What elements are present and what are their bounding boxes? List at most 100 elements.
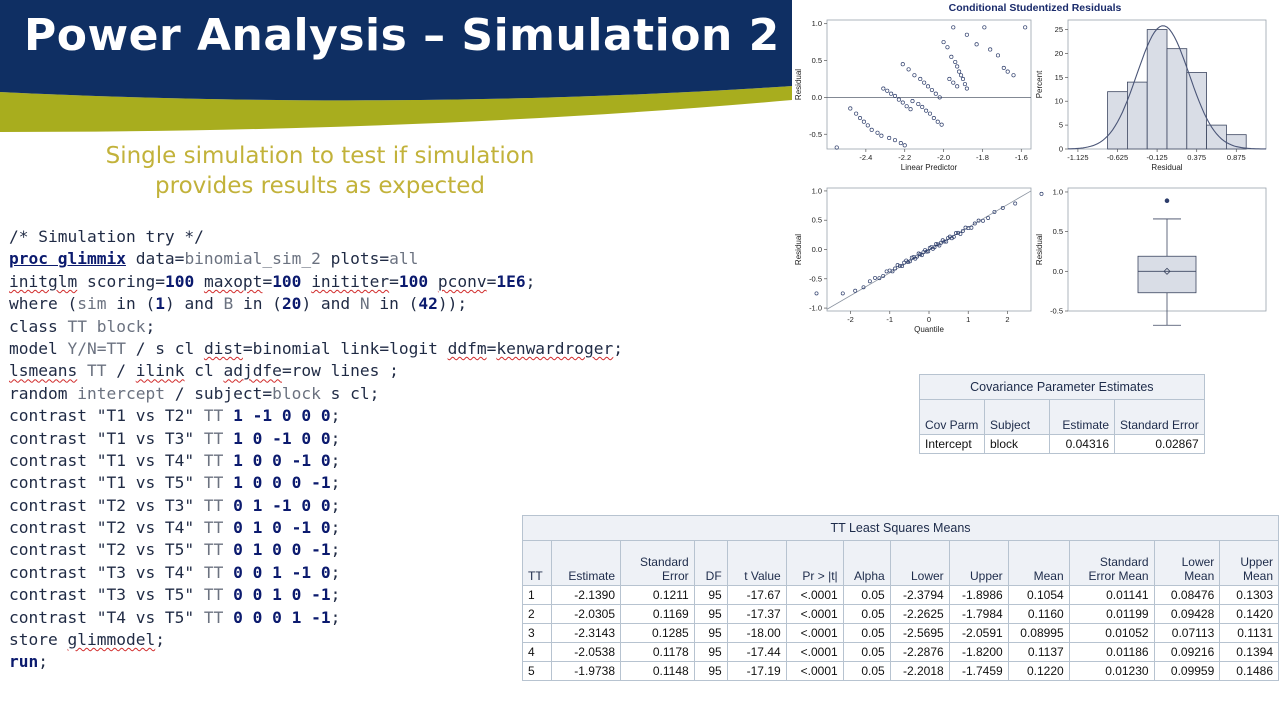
- code-token: 1E6: [496, 271, 526, 291]
- residual-point: [900, 62, 905, 67]
- code-line: class TT block;: [9, 316, 623, 338]
- residual-point: [937, 95, 942, 100]
- residual-point: [885, 88, 890, 93]
- lsm-header: Estimate: [551, 540, 621, 586]
- x-tick-label: 0: [927, 315, 931, 324]
- code-token: 0 1 -1 0 0: [233, 495, 331, 515]
- lsm-cell: 0.05: [842, 642, 891, 662]
- lsm-cell: 95: [693, 604, 728, 624]
- lsm-cell: 2: [522, 604, 552, 624]
- code-token: 42: [418, 294, 438, 314]
- code-line: contrast "T1 vs T5" TT 1 0 0 0 -1;: [9, 472, 623, 494]
- cov-cell: 0.04316: [1049, 434, 1115, 454]
- y-tick-label: 5: [1059, 121, 1063, 130]
- code-token: store: [9, 630, 68, 650]
- lsm-header: Upper: [948, 540, 1009, 586]
- lsm-cell: 0.1178: [620, 642, 695, 662]
- x-tick-label: -1.125: [1067, 153, 1088, 162]
- lsm-cell: 1: [522, 585, 552, 605]
- residual-point: [922, 80, 927, 85]
- lsm-cell: -2.0538: [551, 642, 621, 662]
- code-token: contrast "T1 vs T3": [9, 428, 204, 448]
- residual-point: [920, 104, 925, 110]
- y-tick-label: 0.5: [812, 216, 822, 225]
- lsm-cell: 95: [693, 642, 728, 662]
- qq-point: [902, 260, 907, 265]
- qq-point: [953, 231, 958, 236]
- residual-point: [896, 97, 901, 102]
- subtitle-line-2: provides results as expected: [155, 173, 485, 199]
- code-token: 0 0 1 0 -1: [233, 585, 331, 605]
- lsm-cell: -2.0305: [551, 604, 621, 624]
- code-token: ;: [330, 406, 341, 426]
- residual-point: [854, 111, 859, 116]
- lsm-cell: 0.01230: [1068, 661, 1155, 681]
- x-axis-label: Linear Predictor: [901, 163, 958, 172]
- code-token: in (: [369, 294, 419, 314]
- residual-point: [964, 32, 969, 37]
- code-token: ;: [330, 450, 341, 470]
- residual-point: [927, 111, 933, 116]
- ls-means-table: TT Least Squares Means TT Estimate Standar…: [522, 515, 1279, 681]
- code-line: where (sim in (1) and B in (20) and N in…: [9, 293, 623, 315]
- residual-point: [924, 108, 929, 113]
- code-token: =: [262, 271, 273, 291]
- code-token: contrast "T3 vs T4": [9, 562, 204, 582]
- residual-point: [931, 115, 936, 121]
- code-line: initglm scoring=100 maxopt=100 inititer=…: [9, 271, 623, 293]
- qq-point: [906, 260, 911, 265]
- residual-point: [1023, 25, 1028, 30]
- code-line: model Y/N=TT / s cl dist=binomial link=l…: [9, 338, 623, 360]
- residual-point: [988, 47, 993, 52]
- code-line: contrast "T1 vs T3" TT 1 0 -1 0 0;: [9, 428, 623, 450]
- residual-qq-plot: -1.0 -0.5 0.0 0.5 1.0 -2 -1 0 1 2 Quantile Residual: [794, 184, 1044, 338]
- mean-marker: [1163, 267, 1171, 275]
- residual-point: [929, 87, 934, 93]
- code-token: [301, 272, 311, 291]
- y-tick-label: -1.0: [809, 304, 822, 313]
- residual-point: [974, 42, 979, 47]
- qq-point: [861, 285, 866, 290]
- qq-point: [958, 231, 963, 236]
- code-token: ) and: [301, 294, 360, 314]
- residual-point: [1001, 65, 1006, 70]
- y-tick-label: 1.0: [812, 186, 822, 195]
- qq-point: [981, 218, 985, 223]
- code-line: store glimmodel;: [9, 629, 623, 651]
- lsm-cell: 0.09959: [1153, 661, 1221, 681]
- code-token: contrast "T1 vs T5": [9, 473, 204, 493]
- code-token: [223, 451, 233, 470]
- qq-point: [893, 266, 898, 271]
- residual-point: [898, 141, 903, 146]
- code-token: ;: [330, 428, 341, 448]
- x-tick-label: -2.0: [937, 153, 950, 162]
- lsm-header: Lower: [889, 540, 950, 586]
- lsm-cell: 0.1137: [1007, 642, 1070, 662]
- x-tick-label: 0.875: [1227, 153, 1246, 162]
- lsm-cell: 0.01186: [1068, 642, 1155, 662]
- x-tick-label: -1.8: [976, 153, 989, 162]
- table-row: Intercept block 0.04316 0.02867: [919, 434, 1205, 454]
- y-tick-label: 0.0: [1053, 267, 1063, 276]
- code-line: contrast "T1 vs T2" TT 1 -1 0 0 0;: [9, 405, 623, 427]
- lsm-header: t Value: [726, 540, 787, 586]
- y-tick-label: 0.5: [812, 56, 822, 65]
- residual-point: [865, 123, 870, 128]
- residual-point: [857, 115, 863, 121]
- x-tick-label: 0.375: [1187, 153, 1206, 162]
- banner-accent-swoosh: [0, 86, 792, 132]
- banner-navy-block: [0, 0, 792, 101]
- code-token: [223, 608, 233, 627]
- lsm-cell: 0.05: [842, 604, 891, 624]
- code-token: =binomial link=logit: [242, 338, 448, 358]
- qq-point: [972, 221, 977, 226]
- subtitle-line-1: Single simulation to test if simulation: [105, 143, 535, 169]
- code-token: [194, 272, 204, 291]
- code-token: ddfm: [447, 338, 487, 358]
- lsm-cell: 0.1486: [1219, 661, 1279, 681]
- residual-point: [834, 145, 839, 150]
- lsm-cell: 0.08995: [1007, 623, 1070, 643]
- table-row: 5 -1.9738 0.1148 95 -17.19 <.0001 0.05 -2.2018-…: [522, 661, 1279, 681]
- lsm-cell: -1.7459: [948, 661, 1009, 681]
- y-tick-label: 20: [1055, 49, 1063, 58]
